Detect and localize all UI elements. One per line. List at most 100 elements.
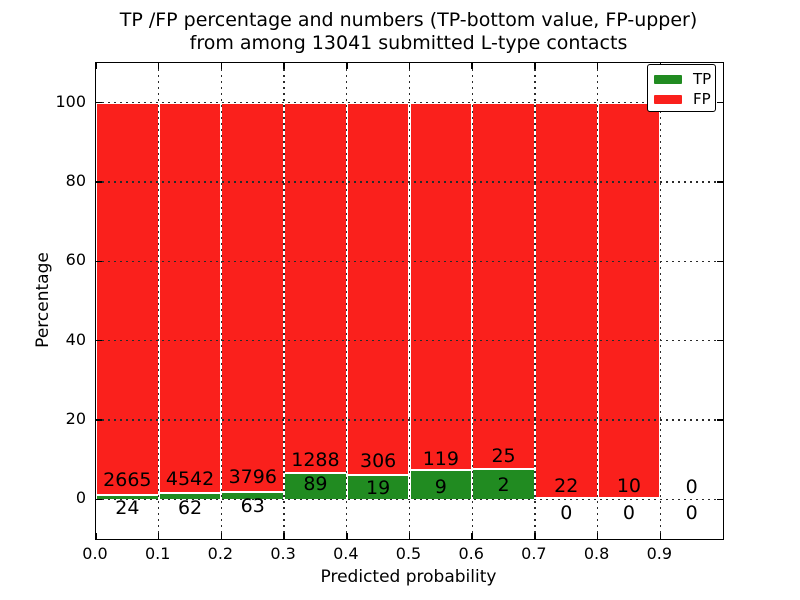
fp-legend-swatch: [654, 94, 682, 104]
tp-count-label: 63: [240, 494, 265, 517]
fp-count-label: 3796: [228, 466, 277, 489]
chart-title-line1: TP /FP percentage and numbers (TP-bottom…: [119, 9, 698, 31]
x-tick-top: [534, 63, 536, 69]
tp-bar-segment: [347, 476, 409, 500]
x-tick-bottom: [534, 533, 536, 539]
y-tick-label: 100: [55, 91, 86, 111]
legend: TP FP: [647, 64, 716, 112]
grid-line-vertical: [346, 63, 348, 539]
x-tick-bottom: [220, 533, 223, 539]
tp-bar-segment: [222, 492, 284, 500]
grid-line-horizontal: [96, 339, 723, 342]
x-tick-label: 0.2: [207, 544, 234, 563]
y-tick-right: [717, 101, 723, 104]
bar-0.7-0.8: [534, 102, 598, 500]
grid-line-vertical: [408, 63, 411, 539]
fp-bar-segment: [97, 102, 158, 496]
tp-count-label: 62: [177, 497, 203, 520]
grid-line-horizontal: [96, 181, 723, 183]
y-tick-right: [717, 181, 723, 183]
x-tick-bottom: [346, 533, 348, 539]
fp-count-label: 306: [360, 449, 397, 472]
chart-title: TP /FP percentage and numbers (TP-bottom…: [95, 9, 722, 55]
x-tick-top: [596, 63, 599, 69]
bar-0.6-0.7: [472, 102, 535, 500]
x-axis-label: Predicted probability: [320, 567, 497, 587]
y-tick-left: [96, 498, 102, 501]
x-tick-label: 0.3: [270, 544, 296, 563]
fp-count-label: 10: [616, 475, 642, 498]
x-tick-label: 0.4: [333, 544, 359, 563]
tp-count-label: 24: [115, 497, 140, 520]
grid-line-vertical: [283, 63, 285, 539]
legend-item-fp: FP: [654, 89, 715, 109]
x-tick-top: [283, 63, 285, 69]
y-tick-left: [96, 339, 102, 342]
x-tick-label: 0.1: [144, 544, 171, 563]
tp-count-label: 19: [366, 477, 391, 500]
x-tick-bottom: [659, 533, 662, 539]
tp-count-label: 89: [303, 472, 328, 495]
y-tick-right: [717, 419, 723, 421]
fp-count-label: 25: [491, 445, 516, 468]
x-tick-bottom: [283, 533, 285, 539]
grid-line-vertical: [158, 63, 160, 539]
fp-bar-segment: [222, 102, 284, 493]
tp-count-label: 9: [434, 476, 447, 499]
tp-legend-swatch: [654, 74, 682, 84]
fp-bar-segment: [159, 102, 221, 494]
x-tick-bottom: [95, 533, 97, 539]
x-tick-top: [346, 63, 348, 69]
y-tick-label: 60: [65, 250, 86, 270]
tp-bar-segment: [285, 473, 346, 500]
x-tick-top: [220, 63, 223, 69]
fp-bar-segment: [410, 102, 472, 472]
x-tick-top: [408, 63, 411, 69]
bar-0.5-0.6: [409, 102, 473, 500]
x-tick-bottom: [596, 533, 599, 539]
y-tick-right: [717, 260, 723, 263]
grid-line-horizontal: [96, 260, 723, 263]
x-tick-label: 0.9: [646, 544, 673, 563]
grid-line-vertical: [220, 63, 223, 539]
fp-bar-segment: [535, 102, 597, 500]
bar-0.8-0.9: [597, 102, 661, 500]
chart-title-line2: from among 13041 submitted L-type contac…: [189, 32, 628, 54]
x-tick-label: 0.7: [521, 544, 547, 563]
x-tick-label: 0.0: [82, 544, 108, 563]
fp-bar-segment: [473, 102, 534, 470]
tp-bar-segment: [473, 469, 534, 500]
y-tick-left: [96, 419, 102, 421]
x-tick-label: 0.8: [583, 544, 610, 563]
tp-bar-segment: [97, 495, 158, 500]
y-tick-label: 80: [65, 171, 86, 190]
fp-count-label: 119: [422, 447, 459, 470]
fp-count-label: 0: [685, 476, 698, 499]
grid-line-horizontal: [96, 419, 723, 421]
y-tick-label: 0: [75, 488, 86, 508]
x-tick-top: [471, 63, 473, 69]
bar-0.2-0.3: [221, 102, 285, 500]
x-tick-label: 0.5: [395, 544, 422, 563]
x-tick-top: [95, 63, 97, 69]
x-tick-bottom: [408, 533, 411, 539]
tp-bar-segment: [159, 493, 221, 500]
y-tick-right: [717, 498, 723, 501]
bar-0.1-0.2: [158, 102, 222, 500]
x-tick-bottom: [471, 533, 473, 539]
legend-item-tp: TP: [654, 69, 715, 89]
y-tick-label: 40: [65, 329, 86, 349]
bar-0.0-0.1: [96, 102, 159, 500]
y-tick-left: [96, 260, 102, 263]
fp-count-label: 1288: [291, 449, 340, 472]
grid-line-vertical: [659, 63, 661, 539]
fp-count-label: 2665: [103, 468, 152, 491]
grid-line-horizontal: [96, 101, 723, 104]
y-tick-label: 20: [65, 409, 86, 428]
grid-line-vertical: [534, 63, 536, 539]
tp-count-label: 2: [497, 474, 510, 497]
y-tick-left: [96, 101, 102, 104]
bar-0.4-0.5: [346, 102, 410, 500]
fp-count-label: 22: [554, 475, 579, 498]
